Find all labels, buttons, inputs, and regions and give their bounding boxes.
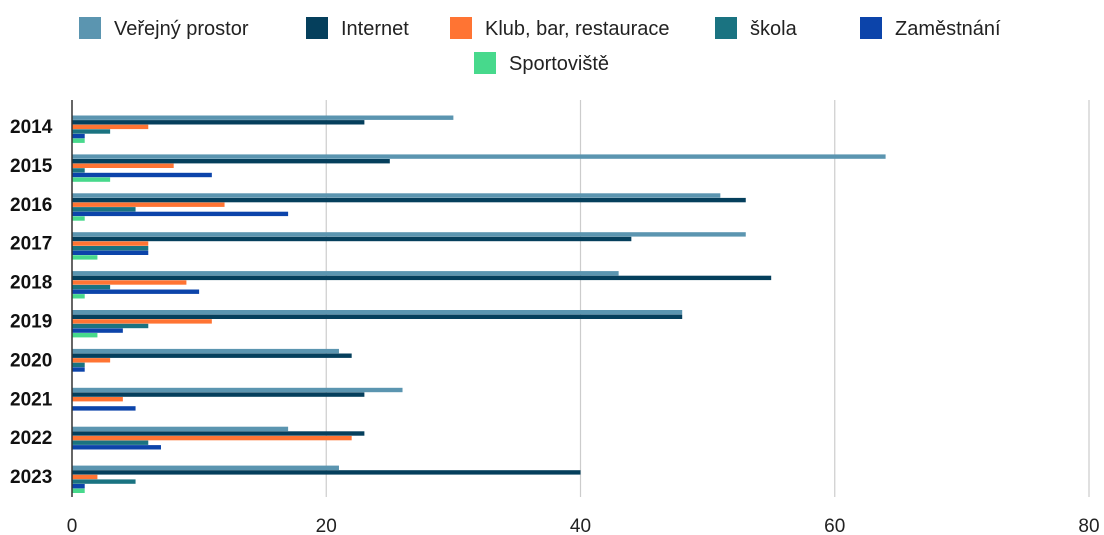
bar-internet-2014 bbox=[72, 120, 365, 125]
bar-skola-2014 bbox=[72, 129, 111, 134]
bar-internet-2019 bbox=[72, 314, 683, 319]
bar-verejny-prostor-2014 bbox=[72, 115, 454, 120]
category-label-2019: 2019 bbox=[10, 312, 52, 333]
legend-item-skola: škola bbox=[715, 17, 798, 40]
bar-verejny-prostor-2018 bbox=[72, 271, 619, 276]
bar-skola-2019 bbox=[72, 323, 149, 329]
bar-zamestnani-2014 bbox=[72, 133, 85, 139]
bar-zamestnani-2015 bbox=[72, 172, 212, 178]
legend-swatch-skola bbox=[715, 17, 737, 39]
bar-verejny-prostor-2023 bbox=[72, 465, 339, 470]
bar-zamestnani-2020 bbox=[72, 367, 85, 372]
x-tick-label-80: 80 bbox=[1078, 516, 1099, 535]
legend-label-zamestnani: Zaměstnání bbox=[895, 18, 1001, 40]
bar-sportoviste-2023 bbox=[72, 488, 85, 493]
legend-swatch-klub-bar-restaurace bbox=[450, 17, 472, 39]
legend-label-verejny-prostor: Veřejný prostor bbox=[114, 18, 249, 40]
x-tick-label-40: 40 bbox=[570, 516, 591, 535]
legend-swatch-sportoviste bbox=[474, 52, 496, 74]
x-tick-label-0: 0 bbox=[67, 516, 78, 535]
chart-bars bbox=[72, 115, 886, 493]
chart-gridlines bbox=[325, 100, 1090, 497]
category-label-2018: 2018 bbox=[10, 273, 52, 294]
y-axis-labels: 2014 2015 2016 2017 2018 2019 2020 2021 2022 2023 bbox=[10, 117, 53, 488]
category-label-2023: 2023 bbox=[10, 467, 52, 488]
bar-klub-bar-restaurace-2021 bbox=[72, 397, 123, 402]
bar-zamestnani-2022 bbox=[72, 445, 161, 450]
bar-verejny-prostor-2019 bbox=[72, 310, 683, 315]
bar-skola-2017 bbox=[72, 246, 149, 251]
legend-label-skola: škola bbox=[750, 18, 798, 40]
x-tick-label-60: 60 bbox=[824, 516, 845, 535]
bar-sportoviste-2014 bbox=[72, 138, 85, 143]
legend-swatch-zamestnani bbox=[860, 17, 882, 39]
bar-skola-2018 bbox=[72, 284, 111, 290]
bar-internet-2021 bbox=[72, 392, 365, 397]
legend-label-klub-bar-restaurace: Klub, bar, restaurace bbox=[485, 18, 670, 40]
bar-klub-bar-restaurace-2022 bbox=[72, 435, 352, 441]
bar-internet-2018 bbox=[72, 275, 772, 281]
bar-sportoviste-2018 bbox=[72, 294, 85, 299]
category-label-2020: 2020 bbox=[10, 350, 52, 371]
category-label-2022: 2022 bbox=[10, 428, 52, 449]
bar-internet-2017 bbox=[72, 236, 632, 242]
bar-skola-2023 bbox=[72, 479, 136, 484]
bar-verejny-prostor-2016 bbox=[72, 193, 721, 198]
category-label-2021: 2021 bbox=[10, 389, 53, 410]
legend-label-sportoviste: Sportoviště bbox=[509, 53, 609, 75]
bar-zamestnani-2019 bbox=[72, 328, 123, 333]
bar-skola-2015 bbox=[72, 168, 85, 173]
bar-sportoviste-2016 bbox=[72, 216, 85, 221]
chart-legend: Veřejný prostor Internet Klub, bar, restau… bbox=[79, 17, 1001, 75]
bar-zamestnani-2016 bbox=[72, 211, 289, 217]
bar-zamestnani-2017 bbox=[72, 250, 149, 255]
bar-internet-2023 bbox=[72, 470, 581, 475]
legend-item-sportoviste: Sportoviště bbox=[474, 52, 609, 75]
bar-klub-bar-restaurace-2015 bbox=[72, 163, 174, 168]
bar-zamestnani-2021 bbox=[72, 406, 136, 411]
legend-item-zamestnani: Zaměstnání bbox=[860, 17, 1001, 40]
bar-skola-2020 bbox=[72, 362, 85, 368]
bar-klub-bar-restaurace-2019 bbox=[72, 319, 212, 324]
bar-klub-bar-restaurace-2020 bbox=[72, 358, 111, 363]
bar-verejny-prostor-2015 bbox=[72, 154, 886, 159]
category-label-2016: 2016 bbox=[10, 195, 52, 216]
category-label-2017: 2017 bbox=[10, 234, 52, 255]
bar-internet-2015 bbox=[72, 159, 390, 164]
bar-internet-2022 bbox=[72, 431, 365, 436]
legend-item-internet: Internet bbox=[306, 17, 409, 40]
bar-verejny-prostor-2017 bbox=[72, 232, 746, 237]
legend-swatch-internet bbox=[306, 17, 328, 39]
bar-klub-bar-restaurace-2023 bbox=[72, 474, 98, 480]
bar-internet-2016 bbox=[72, 197, 746, 203]
bar-klub-bar-restaurace-2016 bbox=[72, 202, 225, 207]
bar-skola-2022 bbox=[72, 440, 149, 445]
category-label-2015: 2015 bbox=[10, 156, 53, 177]
x-axis-tick-labels: 0 20 40 60 80 bbox=[67, 516, 1100, 535]
bar-klub-bar-restaurace-2014 bbox=[72, 124, 149, 130]
bar-klub-bar-restaurace-2018 bbox=[72, 280, 187, 285]
legend-swatch-verejny-prostor bbox=[79, 17, 101, 39]
bar-sportoviste-2017 bbox=[72, 255, 98, 260]
bar-verejny-prostor-2020 bbox=[72, 348, 339, 354]
legend-item-klub-bar-restaurace: Klub, bar, restaurace bbox=[450, 17, 670, 40]
bar-verejny-prostor-2021 bbox=[72, 387, 403, 393]
bar-skola-2016 bbox=[72, 207, 136, 212]
bar-verejny-prostor-2022 bbox=[72, 426, 289, 432]
bar-zamestnani-2023 bbox=[72, 484, 85, 489]
legend-label-internet: Internet bbox=[341, 18, 409, 40]
bar-sportoviste-2015 bbox=[72, 177, 111, 182]
bar-klub-bar-restaurace-2017 bbox=[72, 241, 149, 246]
bar-sportoviste-2019 bbox=[72, 333, 98, 338]
legend-item-verejny-prostor: Veřejný prostor bbox=[79, 17, 249, 40]
category-label-2014: 2014 bbox=[10, 117, 53, 138]
bar-internet-2020 bbox=[72, 353, 352, 358]
x-tick-label-20: 20 bbox=[316, 516, 337, 535]
bar-zamestnani-2018 bbox=[72, 289, 200, 294]
